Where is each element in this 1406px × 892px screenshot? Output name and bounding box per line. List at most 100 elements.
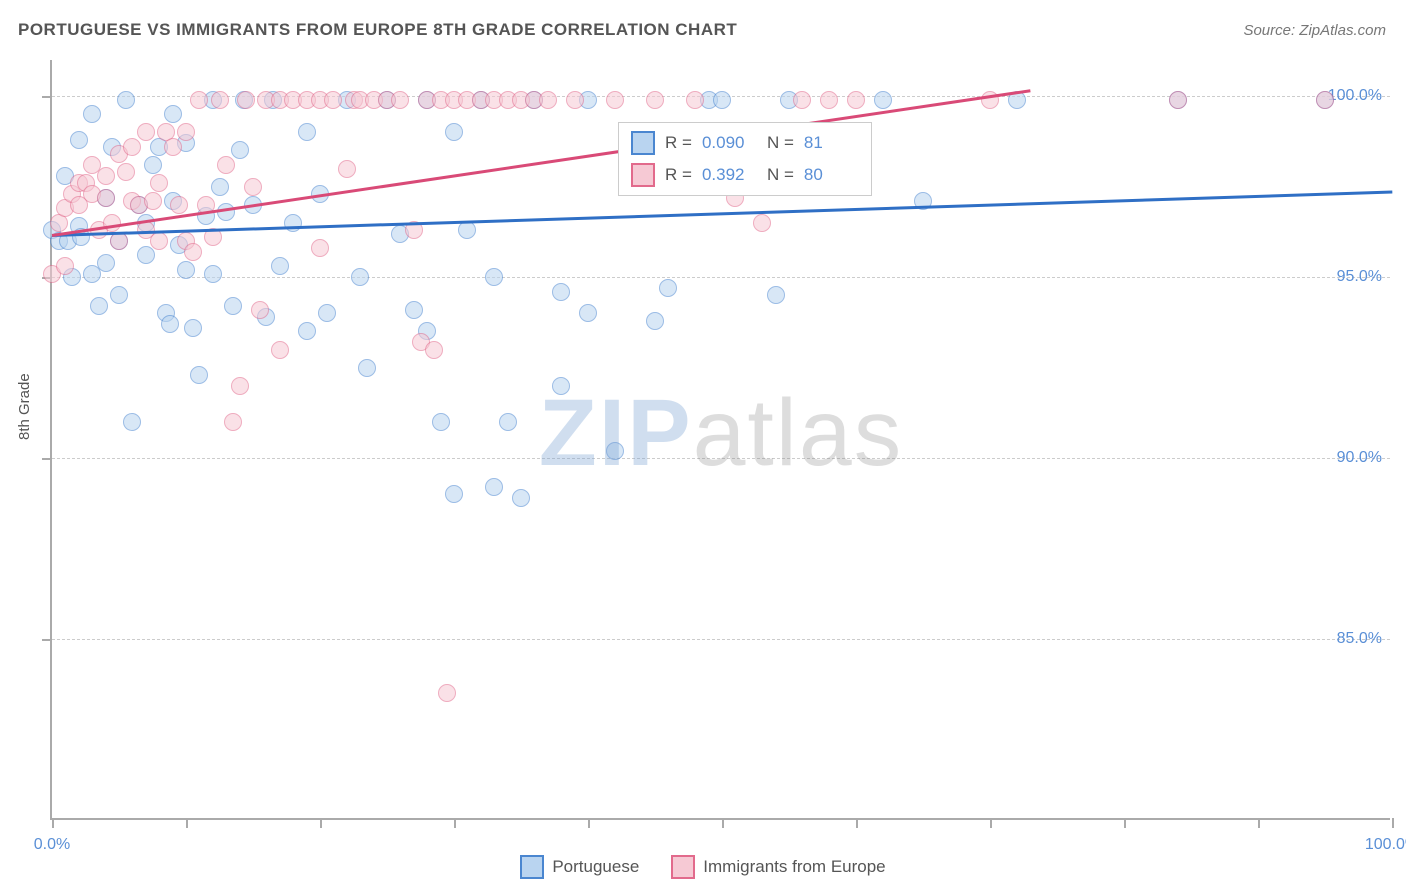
scatter-point — [405, 301, 423, 319]
legend-n-label: N = — [767, 165, 794, 185]
scatter-point — [237, 91, 255, 109]
scatter-point — [499, 413, 517, 431]
x-tick — [990, 818, 992, 828]
scatter-point — [338, 160, 356, 178]
legend-r-label: R = — [665, 133, 692, 153]
scatter-point — [271, 257, 289, 275]
legend-item: Portuguese — [520, 855, 639, 879]
scatter-point — [224, 297, 242, 315]
y-tick — [42, 639, 52, 641]
scatter-point — [184, 319, 202, 337]
legend-r-value: 0.090 — [702, 133, 757, 153]
scatter-point — [117, 163, 135, 181]
scatter-point — [190, 366, 208, 384]
scatter-point — [137, 246, 155, 264]
scatter-point — [298, 123, 316, 141]
scatter-point — [311, 239, 329, 257]
y-axis-title: 8th Grade — [16, 373, 33, 440]
scatter-point — [485, 268, 503, 286]
scatter-point — [90, 297, 108, 315]
scatter-point — [767, 286, 785, 304]
scatter-point — [123, 413, 141, 431]
scatter-point — [606, 442, 624, 460]
scatter-point — [579, 304, 597, 322]
legend-item: Immigrants from Europe — [671, 855, 885, 879]
scatter-point — [351, 268, 369, 286]
legend-bottom: Portuguese Immigrants from Europe — [0, 855, 1406, 884]
watermark: ZIPatlas — [539, 379, 903, 488]
scatter-point — [566, 91, 584, 109]
legend-stats: R =0.090N =81R =0.392N =80 — [618, 122, 872, 196]
scatter-point — [1169, 91, 1187, 109]
legend-r-label: R = — [665, 165, 692, 185]
scatter-point — [150, 174, 168, 192]
scatter-point — [438, 684, 456, 702]
scatter-point — [123, 138, 141, 156]
scatter-point — [184, 243, 202, 261]
scatter-point — [1316, 91, 1334, 109]
scatter-point — [217, 156, 235, 174]
scatter-point — [204, 265, 222, 283]
scatter-point — [117, 91, 135, 109]
x-tick — [722, 818, 724, 828]
x-tick-label: 100.0% — [1365, 836, 1406, 854]
scatter-point — [606, 91, 624, 109]
scatter-point — [753, 214, 771, 232]
scatter-point — [170, 196, 188, 214]
x-tick — [454, 818, 456, 828]
scatter-point — [211, 91, 229, 109]
legend-stat-row: R =0.392N =80 — [629, 159, 861, 191]
scatter-point — [251, 301, 269, 319]
scatter-point — [144, 192, 162, 210]
scatter-point — [211, 178, 229, 196]
legend-swatch — [671, 855, 695, 879]
scatter-point — [103, 214, 121, 232]
x-tick — [856, 818, 858, 828]
y-tick-label: 100.0% — [1328, 87, 1382, 105]
scatter-point — [231, 141, 249, 159]
scatter-point — [110, 232, 128, 250]
legend-label: Portuguese — [552, 857, 639, 877]
scatter-point — [874, 91, 892, 109]
legend-n-label: N = — [767, 133, 794, 153]
plot-area: ZIPatlas R =0.090N =81R =0.392N =80 85.0… — [50, 60, 1390, 820]
scatter-point — [539, 91, 557, 109]
x-tick — [320, 818, 322, 828]
scatter-point — [161, 315, 179, 333]
scatter-point — [144, 156, 162, 174]
gridline — [52, 639, 1390, 640]
y-tick — [42, 96, 52, 98]
scatter-point — [512, 489, 530, 507]
scatter-point — [177, 123, 195, 141]
scatter-point — [177, 261, 195, 279]
gridline — [52, 458, 1390, 459]
y-tick — [42, 458, 52, 460]
x-tick — [1392, 818, 1394, 828]
scatter-point — [820, 91, 838, 109]
scatter-point — [83, 105, 101, 123]
scatter-point — [231, 377, 249, 395]
scatter-point — [56, 257, 74, 275]
scatter-point — [97, 167, 115, 185]
scatter-point — [164, 138, 182, 156]
scatter-point — [432, 413, 450, 431]
scatter-point — [150, 232, 168, 250]
y-tick-label: 85.0% — [1337, 630, 1382, 648]
x-tick — [186, 818, 188, 828]
chart-title: PORTUGUESE VS IMMIGRANTS FROM EUROPE 8TH… — [18, 20, 737, 40]
scatter-point — [70, 131, 88, 149]
x-tick — [52, 818, 54, 828]
watermark-part1: ZIP — [539, 380, 693, 486]
scatter-point — [298, 322, 316, 340]
scatter-point — [97, 189, 115, 207]
scatter-point — [552, 283, 570, 301]
scatter-point — [847, 91, 865, 109]
scatter-point — [445, 485, 463, 503]
legend-label: Immigrants from Europe — [703, 857, 885, 877]
scatter-point — [318, 304, 336, 322]
scatter-point — [713, 91, 731, 109]
x-tick — [588, 818, 590, 828]
watermark-part2: atlas — [693, 380, 904, 486]
source-attribution: Source: ZipAtlas.com — [1243, 22, 1386, 39]
gridline — [52, 277, 1390, 278]
